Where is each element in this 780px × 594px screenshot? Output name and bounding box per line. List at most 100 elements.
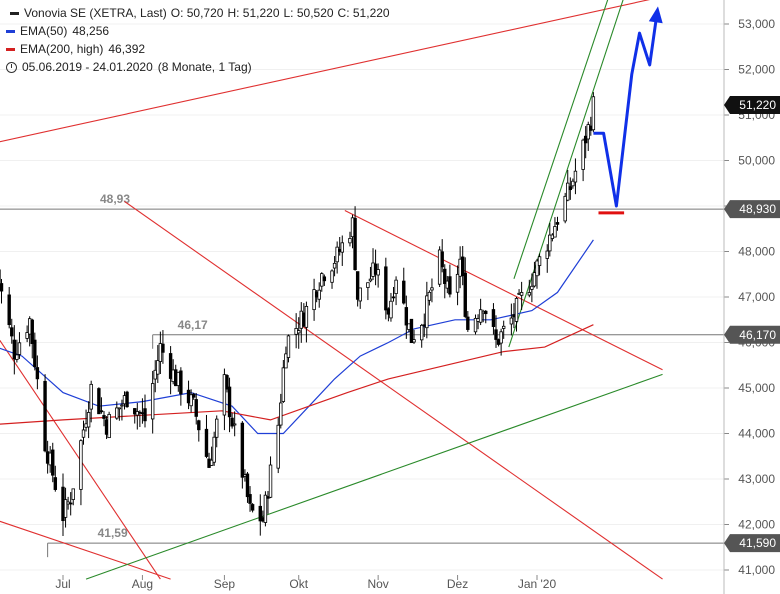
legend-ema50-row: EMA(50) 48,256: [6, 22, 390, 40]
candle-body: [402, 280, 406, 304]
candle-body: [125, 391, 129, 408]
forecast-arrowhead: [648, 6, 663, 24]
candle-body: [376, 269, 380, 276]
candle-body: [179, 370, 183, 395]
candle-body: [563, 195, 567, 222]
candle-body: [232, 423, 237, 426]
ema200-value: 46,392: [108, 42, 146, 56]
candle-body: [230, 417, 234, 427]
candle-body: [194, 399, 198, 417]
candle-body: [494, 329, 498, 340]
candle-body: [394, 279, 398, 294]
x-tick-label: Jul: [55, 577, 70, 591]
trendline-red-mid: [344, 210, 663, 371]
candle-body: [545, 250, 549, 259]
candle-body: [532, 272, 537, 287]
candle-body: [509, 317, 514, 325]
x-tick-label: Nov: [367, 577, 388, 591]
candle-body: [191, 393, 196, 398]
candle-body: [7, 294, 11, 326]
candle-body: [463, 272, 467, 317]
candle-body: [353, 217, 357, 271]
candle-body: [153, 369, 157, 380]
candle-body: [527, 292, 532, 296]
candle-body: [250, 504, 255, 511]
candle-body: [117, 407, 122, 410]
candle-body: [63, 499, 68, 518]
instrument-marker: [10, 11, 19, 15]
candle-body: [425, 295, 429, 329]
candle-body: [89, 383, 93, 410]
candle-body: [17, 342, 22, 355]
y-tick-label: 43,000: [738, 472, 775, 486]
candle-body: [455, 273, 460, 293]
candle-body: [420, 324, 424, 341]
candle-body: [81, 429, 86, 438]
candle-body: [366, 282, 370, 288]
forecast-line: [593, 10, 659, 208]
trendline-green-channel-lower: [508, 0, 624, 348]
candle-body: [555, 222, 560, 225]
candle-body: [348, 238, 352, 244]
legend-title-row: Vonovia SE (XETRA, Last) O: 50,720 H: 51…: [6, 4, 390, 22]
price-tag-label: 51,220: [739, 98, 776, 112]
candle-body: [15, 354, 19, 360]
ema200-swatch: [6, 47, 15, 51]
candle-body: [12, 339, 17, 360]
price-tag-box: [724, 95, 780, 114]
grid-lines: [0, 23, 724, 571]
candle-body: [86, 412, 91, 428]
candle-body: [499, 331, 503, 344]
candle-body: [304, 305, 309, 328]
candlesticks: [0, 92, 596, 537]
ema50-label: EMA(50): [20, 24, 68, 38]
candle-body: [412, 339, 416, 343]
candle-body: [10, 327, 14, 337]
candle-body: [501, 325, 506, 329]
candle-body: [68, 502, 73, 505]
candle-body: [53, 477, 58, 490]
trendline-red-lower-a: [0, 339, 161, 580]
candle-body: [79, 440, 83, 490]
candle-body: [535, 260, 539, 277]
trendlines: [0, 0, 663, 580]
price-tag-box: [724, 534, 780, 553]
candle-body: [466, 316, 470, 330]
candle-body: [537, 256, 542, 266]
ema50-swatch: [6, 29, 15, 33]
candle-body: [340, 242, 344, 253]
candle-body: [156, 360, 160, 375]
candle-body: [573, 170, 578, 183]
ema200-label: EMA(200, high): [20, 42, 104, 56]
candle-body: [284, 353, 288, 369]
candle-body: [443, 268, 447, 285]
candle-body: [263, 494, 268, 523]
level-label: 48,93: [100, 192, 130, 206]
candle-body: [335, 246, 339, 263]
level-label: 46,17: [178, 318, 208, 332]
candle-body: [43, 380, 47, 452]
candle-body: [209, 459, 214, 466]
candle-body: [373, 263, 378, 275]
candle-body: [102, 415, 106, 419]
candle-body: [478, 309, 483, 323]
candle-body: [240, 422, 245, 478]
candle-body: [248, 494, 252, 504]
forecast-path: [593, 6, 663, 215]
price-tag-box: [724, 200, 780, 219]
candle-body: [286, 335, 291, 358]
legend-ema200-row: EMA(200, high) 46,392: [6, 40, 390, 58]
candle-body: [391, 296, 396, 299]
y-tick-label: 50,000: [738, 154, 775, 168]
high-value: H: 51,220: [227, 6, 280, 20]
candle-body: [268, 464, 273, 498]
candle-body: [120, 404, 124, 407]
candle-body: [409, 318, 414, 344]
candle-body: [99, 410, 104, 413]
y-tick-label: 41,000: [738, 563, 775, 577]
candle-body: [297, 330, 301, 334]
x-tick-label: Sep: [214, 577, 236, 591]
chart-legend: Vonovia SE (XETRA, Last) O: 50,720 H: 51…: [6, 4, 390, 76]
y-tick-label: 42,000: [738, 518, 775, 532]
